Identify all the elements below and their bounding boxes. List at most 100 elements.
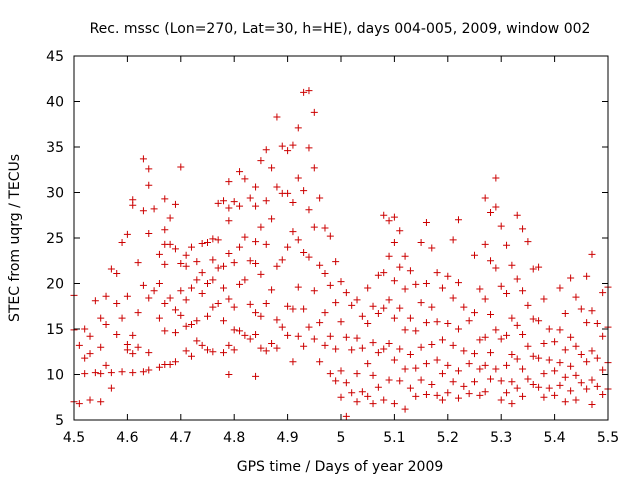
data-point xyxy=(588,401,596,409)
data-point xyxy=(545,384,553,392)
data-point xyxy=(171,245,179,253)
data-point xyxy=(556,326,564,334)
data-point xyxy=(364,284,372,292)
data-point xyxy=(225,371,233,378)
data-point xyxy=(513,355,521,363)
data-point xyxy=(396,227,404,235)
data-point xyxy=(209,303,217,311)
data-point xyxy=(342,379,350,387)
data-point xyxy=(204,280,211,287)
data-point xyxy=(524,301,532,309)
data-point xyxy=(161,195,169,203)
data-point xyxy=(438,370,446,378)
data-point xyxy=(374,271,382,279)
data-point xyxy=(342,412,350,420)
data-point xyxy=(572,293,580,301)
data-point xyxy=(412,280,420,288)
data-point xyxy=(401,326,409,334)
data-point xyxy=(284,189,292,197)
data-point xyxy=(540,295,548,303)
chart-title: Rec. mssc (Lon=270, Lat=30, h=HE), days … xyxy=(90,21,591,37)
data-point xyxy=(380,211,388,219)
data-point xyxy=(241,233,249,241)
data-point xyxy=(262,347,270,355)
data-point xyxy=(268,215,276,223)
data-point xyxy=(519,225,527,233)
data-point xyxy=(369,302,377,310)
data-point xyxy=(385,217,393,225)
data-point xyxy=(481,388,489,396)
data-point xyxy=(497,335,505,343)
data-point xyxy=(193,337,201,345)
data-point xyxy=(316,319,324,327)
data-point xyxy=(316,194,324,202)
data-point xyxy=(540,370,548,378)
data-point xyxy=(583,385,591,393)
data-point xyxy=(177,259,185,267)
data-point xyxy=(513,211,521,219)
data-point xyxy=(428,381,436,389)
data-point xyxy=(209,235,217,243)
data-point xyxy=(342,333,350,341)
data-point xyxy=(572,342,580,350)
data-point xyxy=(326,332,334,340)
data-point xyxy=(583,272,591,280)
data-point xyxy=(278,142,286,150)
data-point xyxy=(187,320,195,328)
data-point xyxy=(246,257,254,265)
data-point xyxy=(567,274,575,282)
data-point xyxy=(487,209,495,217)
data-point xyxy=(406,350,414,358)
data-point xyxy=(513,321,521,329)
data-point xyxy=(561,398,569,406)
plot-frame xyxy=(73,55,609,421)
data-point xyxy=(289,141,297,149)
data-point xyxy=(155,363,163,371)
data-point xyxy=(401,405,409,413)
data-point xyxy=(433,269,441,277)
data-point xyxy=(139,281,147,289)
data-point xyxy=(81,325,89,333)
data-point xyxy=(305,323,313,331)
data-point xyxy=(454,216,462,224)
data-point xyxy=(519,392,527,400)
data-point xyxy=(449,378,457,386)
data-point xyxy=(529,381,537,389)
data-point xyxy=(252,183,260,191)
data-point xyxy=(268,286,276,294)
data-point xyxy=(593,320,601,328)
data-point xyxy=(492,174,500,182)
data-point xyxy=(481,194,489,202)
data-point xyxy=(182,322,190,330)
data-point xyxy=(572,396,580,404)
data-point xyxy=(385,340,393,348)
data-point xyxy=(257,312,265,320)
data-point xyxy=(572,371,580,379)
data-point xyxy=(438,336,446,344)
data-point xyxy=(390,213,398,221)
data-point xyxy=(171,329,179,337)
data-point xyxy=(166,360,174,368)
data-point xyxy=(348,301,356,309)
data-point xyxy=(551,338,559,346)
data-point xyxy=(161,260,169,268)
data-point xyxy=(497,222,505,230)
data-point xyxy=(257,344,265,352)
data-point xyxy=(369,371,377,379)
data-point xyxy=(454,279,462,287)
data-point xyxy=(294,332,302,340)
data-point xyxy=(353,398,361,406)
data-point xyxy=(97,370,105,378)
data-point xyxy=(289,199,297,207)
data-point xyxy=(118,368,126,376)
data-point xyxy=(225,341,233,349)
data-point xyxy=(310,108,318,116)
data-point xyxy=(155,250,163,258)
data-point xyxy=(588,376,596,384)
data-point xyxy=(220,284,228,292)
data-point xyxy=(225,217,233,225)
data-point xyxy=(497,377,505,385)
data-point xyxy=(583,358,591,366)
x-tick-label: 5 xyxy=(337,430,346,446)
data-point xyxy=(465,360,473,368)
